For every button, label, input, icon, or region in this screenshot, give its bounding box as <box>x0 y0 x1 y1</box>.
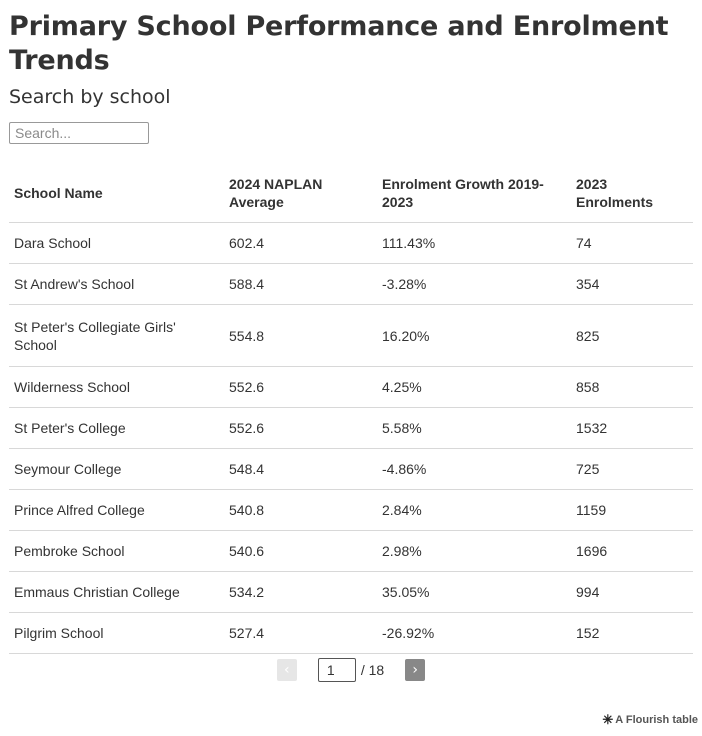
enrolment-growth-cell: -26.92% <box>377 612 571 654</box>
flourish-credit-text: A Flourish table <box>615 714 698 726</box>
enrolment-growth-cell: -3.28% <box>377 263 571 305</box>
school-name-cell: Seymour College <box>9 448 224 490</box>
enrolments-cell: 1532 <box>571 407 693 449</box>
enrolment-growth-cell: 2.84% <box>377 489 571 531</box>
table-row: Pembroke School 540.6 2.98% 1696 <box>9 530 693 572</box>
enrolment-growth-cell: 111.43% <box>377 222 571 264</box>
naplan-average-cell: 552.6 <box>224 407 377 449</box>
enrolments-cell: 825 <box>571 304 693 367</box>
naplan-average-cell: 540.8 <box>224 489 377 531</box>
table-row: Wilderness School 552.6 4.25% 858 <box>9 366 693 408</box>
column-header-enrolment-growth[interactable]: Enrolment Growth 2019-2023 <box>377 166 571 223</box>
enrolment-growth-cell: 5.58% <box>377 407 571 449</box>
enrolments-cell: 994 <box>571 571 693 613</box>
school-name-cell: Pembroke School <box>9 530 224 572</box>
naplan-average-cell: 588.4 <box>224 263 377 305</box>
school-name-cell: Prince Alfred College <box>9 489 224 531</box>
naplan-average-cell: 554.8 <box>224 304 377 367</box>
enrolment-growth-cell: 4.25% <box>377 366 571 408</box>
naplan-average-cell: 552.6 <box>224 366 377 408</box>
enrolment-growth-cell: 2.98% <box>377 530 571 572</box>
table-row: Emmaus Christian College 534.2 35.05% 99… <box>9 571 693 613</box>
page: Primary School Performance and Enrolment… <box>9 11 693 654</box>
table-row: St Andrew's School 588.4 -3.28% 354 <box>9 263 693 305</box>
naplan-average-cell: 540.6 <box>224 530 377 572</box>
school-name-cell: St Andrew's School <box>9 263 224 305</box>
enrolment-growth-cell: -4.86% <box>377 448 571 490</box>
naplan-average-cell: 534.2 <box>224 571 377 613</box>
school-name-cell: Pilgrim School <box>9 612 224 654</box>
school-name-cell: Dara School <box>9 222 224 264</box>
search-input[interactable] <box>9 122 149 144</box>
table-row: Dara School 602.4 111.43% 74 <box>9 222 693 264</box>
page-total-label: / 18 <box>360 662 385 678</box>
enrolments-cell: 152 <box>571 612 693 654</box>
table-row: Pilgrim School 527.4 -26.92% 152 <box>9 612 693 654</box>
school-name-cell: St Peter's College <box>9 407 224 449</box>
schools-table: School Name 2024 NAPLAN Average Enrolmen… <box>9 166 693 654</box>
enrolments-cell: 1696 <box>571 530 693 572</box>
page-title: Primary School Performance and Enrolment… <box>9 11 669 76</box>
naplan-average-cell: 527.4 <box>224 612 377 654</box>
flourish-logo-icon: ✳ <box>602 712 614 727</box>
table-row: Prince Alfred College 540.8 2.84% 1159 <box>9 489 693 531</box>
enrolment-growth-cell: 16.20% <box>377 304 571 367</box>
page-subtitle: Search by school <box>9 86 171 108</box>
column-header-school-name[interactable]: School Name <box>9 166 224 223</box>
column-header-naplan-average[interactable]: 2024 NAPLAN Average <box>224 166 377 223</box>
enrolments-cell: 74 <box>571 222 693 264</box>
naplan-average-cell: 548.4 <box>224 448 377 490</box>
flourish-credit-link[interactable]: ✳ A Flourish table <box>602 712 698 728</box>
school-name-cell: St Peter's Collegiate Girls' School <box>9 304 224 367</box>
enrolments-cell: 1159 <box>571 489 693 531</box>
enrolments-cell: 858 <box>571 366 693 408</box>
column-header-enrolments[interactable]: 2023 Enrolments <box>571 166 693 223</box>
enrolment-growth-cell: 35.05% <box>377 571 571 613</box>
school-name-cell: Wilderness School <box>9 366 224 408</box>
enrolments-cell: 354 <box>571 263 693 305</box>
naplan-average-cell: 602.4 <box>224 222 377 264</box>
table-row: Seymour College 548.4 -4.86% 725 <box>9 448 693 490</box>
table-row: St Peter's College 552.6 5.58% 1532 <box>9 407 693 449</box>
school-name-cell: Emmaus Christian College <box>9 571 224 613</box>
table-header-row: School Name 2024 NAPLAN Average Enrolmen… <box>9 166 693 223</box>
page-number-input[interactable] <box>317 658 356 682</box>
enrolments-cell: 725 <box>571 448 693 490</box>
pagination: ‹ / 18 › <box>0 658 702 682</box>
table-row: St Peter's Collegiate Girls' School 554.… <box>9 304 693 367</box>
previous-page-button[interactable]: ‹ <box>276 659 297 681</box>
next-page-button[interactable]: › <box>405 659 426 681</box>
